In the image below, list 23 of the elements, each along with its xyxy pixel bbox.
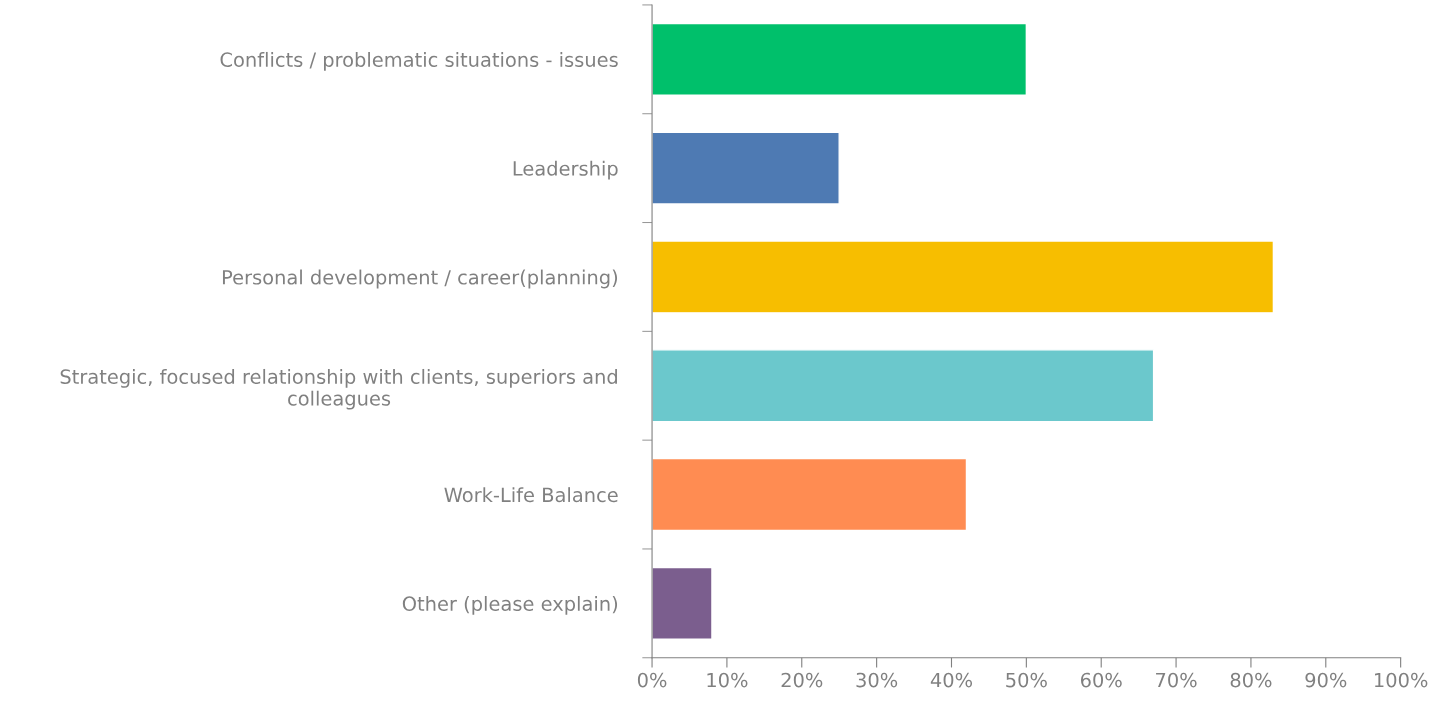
bar xyxy=(652,457,968,532)
x-tick-label: 80% xyxy=(1230,672,1272,688)
bar xyxy=(652,131,840,205)
x-tick-label: 50% xyxy=(1006,672,1047,688)
bar xyxy=(652,240,1275,314)
y-tick-label: Personal development / career(planning) xyxy=(222,269,618,289)
bar xyxy=(652,349,1155,423)
y-tick-label: Conflicts / problematic situations - issues xyxy=(220,51,618,71)
y-tick-label: Work-Life Balance xyxy=(444,487,618,503)
x-tick-label: 90% xyxy=(1305,672,1347,688)
y-tick-label: Other (please explain) xyxy=(402,595,618,615)
x-tick-label: 40% xyxy=(930,672,973,688)
bar xyxy=(652,22,1028,96)
x-tick-label: 10% xyxy=(707,672,748,688)
x-tick-label: 0% xyxy=(637,672,667,688)
x-tick-label: 30% xyxy=(856,672,898,688)
x-tick-label: 20% xyxy=(781,672,823,688)
x-tick-label: 60% xyxy=(1080,672,1122,688)
bar xyxy=(652,566,713,640)
x-tick-label: 70% xyxy=(1156,672,1197,688)
y-tick-label: Strategic, focused relationship with clients, superiors and colleagues xyxy=(60,368,617,410)
x-tick-label: 100% xyxy=(1374,672,1428,688)
y-tick-label: Leadership xyxy=(513,160,618,180)
